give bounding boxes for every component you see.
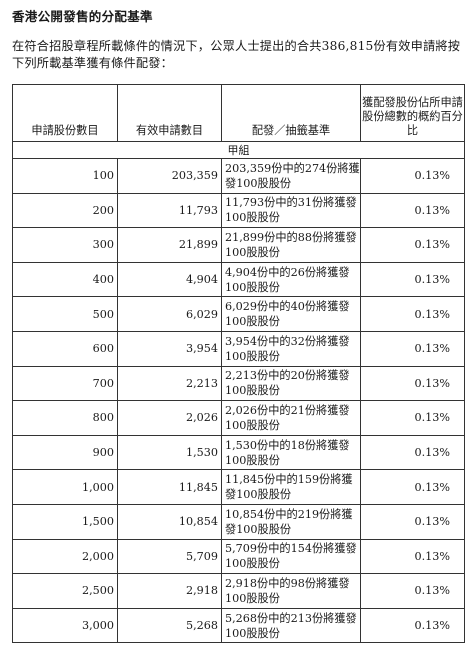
table-row: 200 11,793 11,793份中的31份將獲發100股股份 0.13% [12,192,465,229]
cell-valid-applications: 6,029 [117,296,222,332]
table-row: 900 1,530 1,530份中的18份將獲發100股股份 0.13% [12,434,465,471]
cell-basis: 2,213份中的20份將獲發100股股份 [221,365,361,402]
header-percentage: 獲配發股份佔所申請股份總數的概約百分比 [360,84,465,142]
cell-percentage: 0.13% [360,261,465,298]
group-label: 甲組 [12,141,465,159]
cell-valid-applications: 4,904 [117,261,222,298]
cell-valid-applications: 2,918 [117,573,222,609]
allocation-table: 申請股份數目 有效申請數目 配發／抽籤基準 獲配發股份佔所申請股份總數的概約百分… [12,84,465,644]
cell-basis: 10,854份中的219份將獲發100股股份 [221,503,361,540]
cell-basis: 5,268份中的213份將獲發100股股份 [221,607,361,644]
header-valid-applications: 有效申請數目 [117,84,222,142]
table-row: 1,000 11,845 11,845份中的159份將獲發100股股份 0.13% [12,469,465,505]
cell-valid-applications: 203,359 [117,158,222,194]
cell-percentage: 0.13% [360,538,465,575]
cell-basis: 5,709份中的154份將獲發100股股份 [221,538,361,575]
cell-shares-applied: 900 [12,434,118,471]
cell-percentage: 0.13% [360,330,465,367]
group-row: 甲組 [12,141,465,159]
cell-percentage: 0.13% [360,434,465,471]
table-row: 700 2,213 2,213份中的20份將獲發100股股份 0.13% [12,365,465,402]
cell-shares-applied: 700 [12,365,118,402]
intro-paragraph: 在符合招股章程所載條件的情況下，公眾人士提出的合共386,815份有效申請將按下… [12,39,461,70]
table-row: 2,000 5,709 5,709份中的154份將獲發100股股份 0.13% [12,538,465,575]
cell-basis: 21,899份中的88份將獲發100股股份 [221,227,361,263]
cell-shares-applied: 800 [12,400,118,436]
table-header-row: 申請股份數目 有效申請數目 配發／抽籤基準 獲配發股份佔所申請股份總數的概約百分… [12,84,465,142]
cell-shares-applied: 300 [12,227,118,263]
cell-shares-applied: 100 [12,158,118,194]
cell-percentage: 0.13% [360,227,465,263]
table-row: 2,500 2,918 2,918份中的98份將獲發100股股份 0.13% [12,573,465,609]
cell-percentage: 0.13% [360,158,465,194]
cell-shares-applied: 1,500 [12,503,118,540]
cell-basis: 6,029份中的40份將獲發100股股份 [221,296,361,332]
table-row: 100 203,359 203,359份中的274份將獲發100股股份 0.13% [12,158,465,194]
table-row: 1,500 10,854 10,854份中的219份將獲發100股股份 0.13% [12,503,465,540]
cell-percentage: 0.13% [360,573,465,609]
table-row: 600 3,954 3,954份中的32份將獲發100股股份 0.13% [12,330,465,367]
cell-valid-applications: 2,213 [117,365,222,402]
table-row: 800 2,026 2,026份中的21份將獲發100股股份 0.13% [12,400,465,436]
cell-valid-applications: 11,793 [117,192,222,229]
cell-valid-applications: 2,026 [117,400,222,436]
cell-percentage: 0.13% [360,607,465,644]
cell-basis: 11,793份中的31份將獲發100股股份 [221,192,361,229]
cell-percentage: 0.13% [360,365,465,402]
header-shares-applied: 申請股份數目 [12,84,118,142]
cell-percentage: 0.13% [360,296,465,332]
cell-basis: 2,026份中的21份將獲發100股股份 [221,400,361,436]
cell-shares-applied: 3,000 [12,607,118,644]
cell-shares-applied: 1,000 [12,469,118,505]
cell-percentage: 0.13% [360,503,465,540]
cell-basis: 1,530份中的18份將獲發100股股份 [221,434,361,471]
cell-percentage: 0.13% [360,400,465,436]
cell-basis: 11,845份中的159份將獲發100股股份 [221,469,361,505]
cell-shares-applied: 400 [12,261,118,298]
cell-shares-applied: 500 [12,296,118,332]
table-row: 400 4,904 4,904份中的26份將獲發100股股份 0.13% [12,261,465,298]
cell-basis: 3,954份中的32份將獲發100股股份 [221,330,361,367]
cell-valid-applications: 11,845 [117,469,222,505]
table-row: 500 6,029 6,029份中的40份將獲發100股股份 0.13% [12,296,465,332]
cell-basis: 4,904份中的26份將獲發100股股份 [221,261,361,298]
cell-basis: 2,918份中的98份將獲發100股股份 [221,573,361,609]
cell-shares-applied: 600 [12,330,118,367]
cell-valid-applications: 1,530 [117,434,222,471]
table-row: 300 21,899 21,899份中的88份將獲發100股股份 0.13% [12,227,465,263]
cell-valid-applications: 10,854 [117,503,222,540]
cell-percentage: 0.13% [360,192,465,229]
table-row: 3,000 5,268 5,268份中的213份將獲發100股股份 0.13% [12,607,465,644]
cell-percentage: 0.13% [360,469,465,505]
cell-shares-applied: 200 [12,192,118,229]
cell-basis: 203,359份中的274份將獲發100股股份 [221,158,361,194]
cell-shares-applied: 2,500 [12,573,118,609]
cell-valid-applications: 5,268 [117,607,222,644]
header-basis: 配發／抽籤基準 [221,84,361,142]
cell-valid-applications: 21,899 [117,227,222,263]
cell-shares-applied: 2,000 [12,538,118,575]
page-title: 香港公開發售的分配基準 [12,9,153,24]
cell-valid-applications: 5,709 [117,538,222,575]
cell-valid-applications: 3,954 [117,330,222,367]
